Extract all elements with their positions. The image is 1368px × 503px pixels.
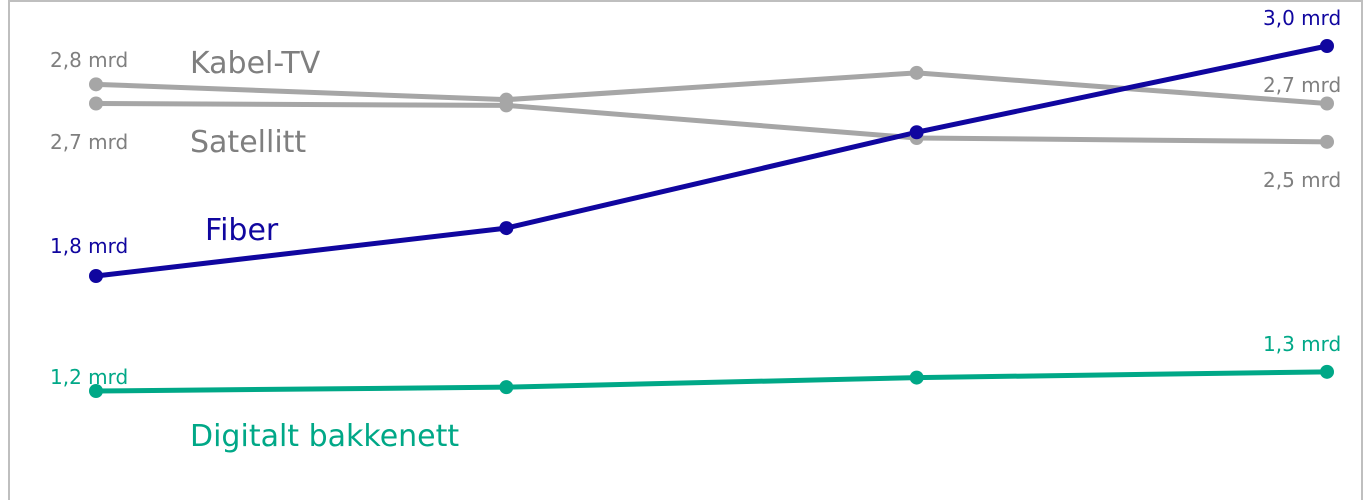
fiber-point-4 bbox=[1320, 39, 1334, 53]
kabel-tv-start-label: 2,8 mrd bbox=[50, 48, 128, 72]
satellitt-point-1 bbox=[89, 96, 103, 111]
digitalt-bakkenett-point-3 bbox=[909, 370, 924, 385]
digitalt-bakkenett-line bbox=[95, 369, 1328, 394]
digitalt-bakkenett-end-label: 1,3 mrd bbox=[1263, 332, 1341, 356]
kabel-tv-point-1 bbox=[89, 77, 103, 92]
satellitt-series-label: Satellitt bbox=[190, 125, 306, 160]
kabel-tv-point-4 bbox=[1320, 96, 1334, 111]
digitalt-bakkenett-series-label: Digitalt bakkenett bbox=[190, 419, 459, 454]
fiber-line bbox=[95, 43, 1328, 279]
kabel-tv-series-label: Kabel-TV bbox=[190, 46, 321, 81]
digitalt-bakkenett-point-2 bbox=[499, 380, 514, 395]
series-lines bbox=[95, 43, 1328, 394]
series-points bbox=[89, 39, 1334, 398]
kabel-tv-point-3 bbox=[909, 65, 924, 80]
satellitt-point-4 bbox=[1320, 134, 1334, 149]
fiber-point-3 bbox=[909, 125, 924, 140]
digitalt-bakkenett-point-1 bbox=[89, 384, 103, 398]
satellitt-start-label: 2,7 mrd bbox=[50, 130, 128, 154]
digitalt-bakkenett-point-4 bbox=[1320, 364, 1334, 379]
fiber-start-label: 1,8 mrd bbox=[50, 234, 128, 258]
satellitt-end-label: 2,5 mrd bbox=[1263, 168, 1341, 192]
satellitt-line bbox=[95, 101, 1328, 145]
fiber-point-1 bbox=[89, 269, 103, 283]
digitalt-bakkenett-start-label: 1,2 mrd bbox=[50, 365, 128, 389]
satellitt-point-2 bbox=[499, 98, 514, 113]
fiber-end-label: 3,0 mrd bbox=[1263, 6, 1341, 30]
fiber-series-label: Fiber bbox=[205, 213, 279, 248]
fiber-point-2 bbox=[499, 221, 514, 236]
kabel-tv-end-label: 2,7 mrd bbox=[1263, 73, 1341, 97]
chart-frame bbox=[8, 0, 1363, 500]
